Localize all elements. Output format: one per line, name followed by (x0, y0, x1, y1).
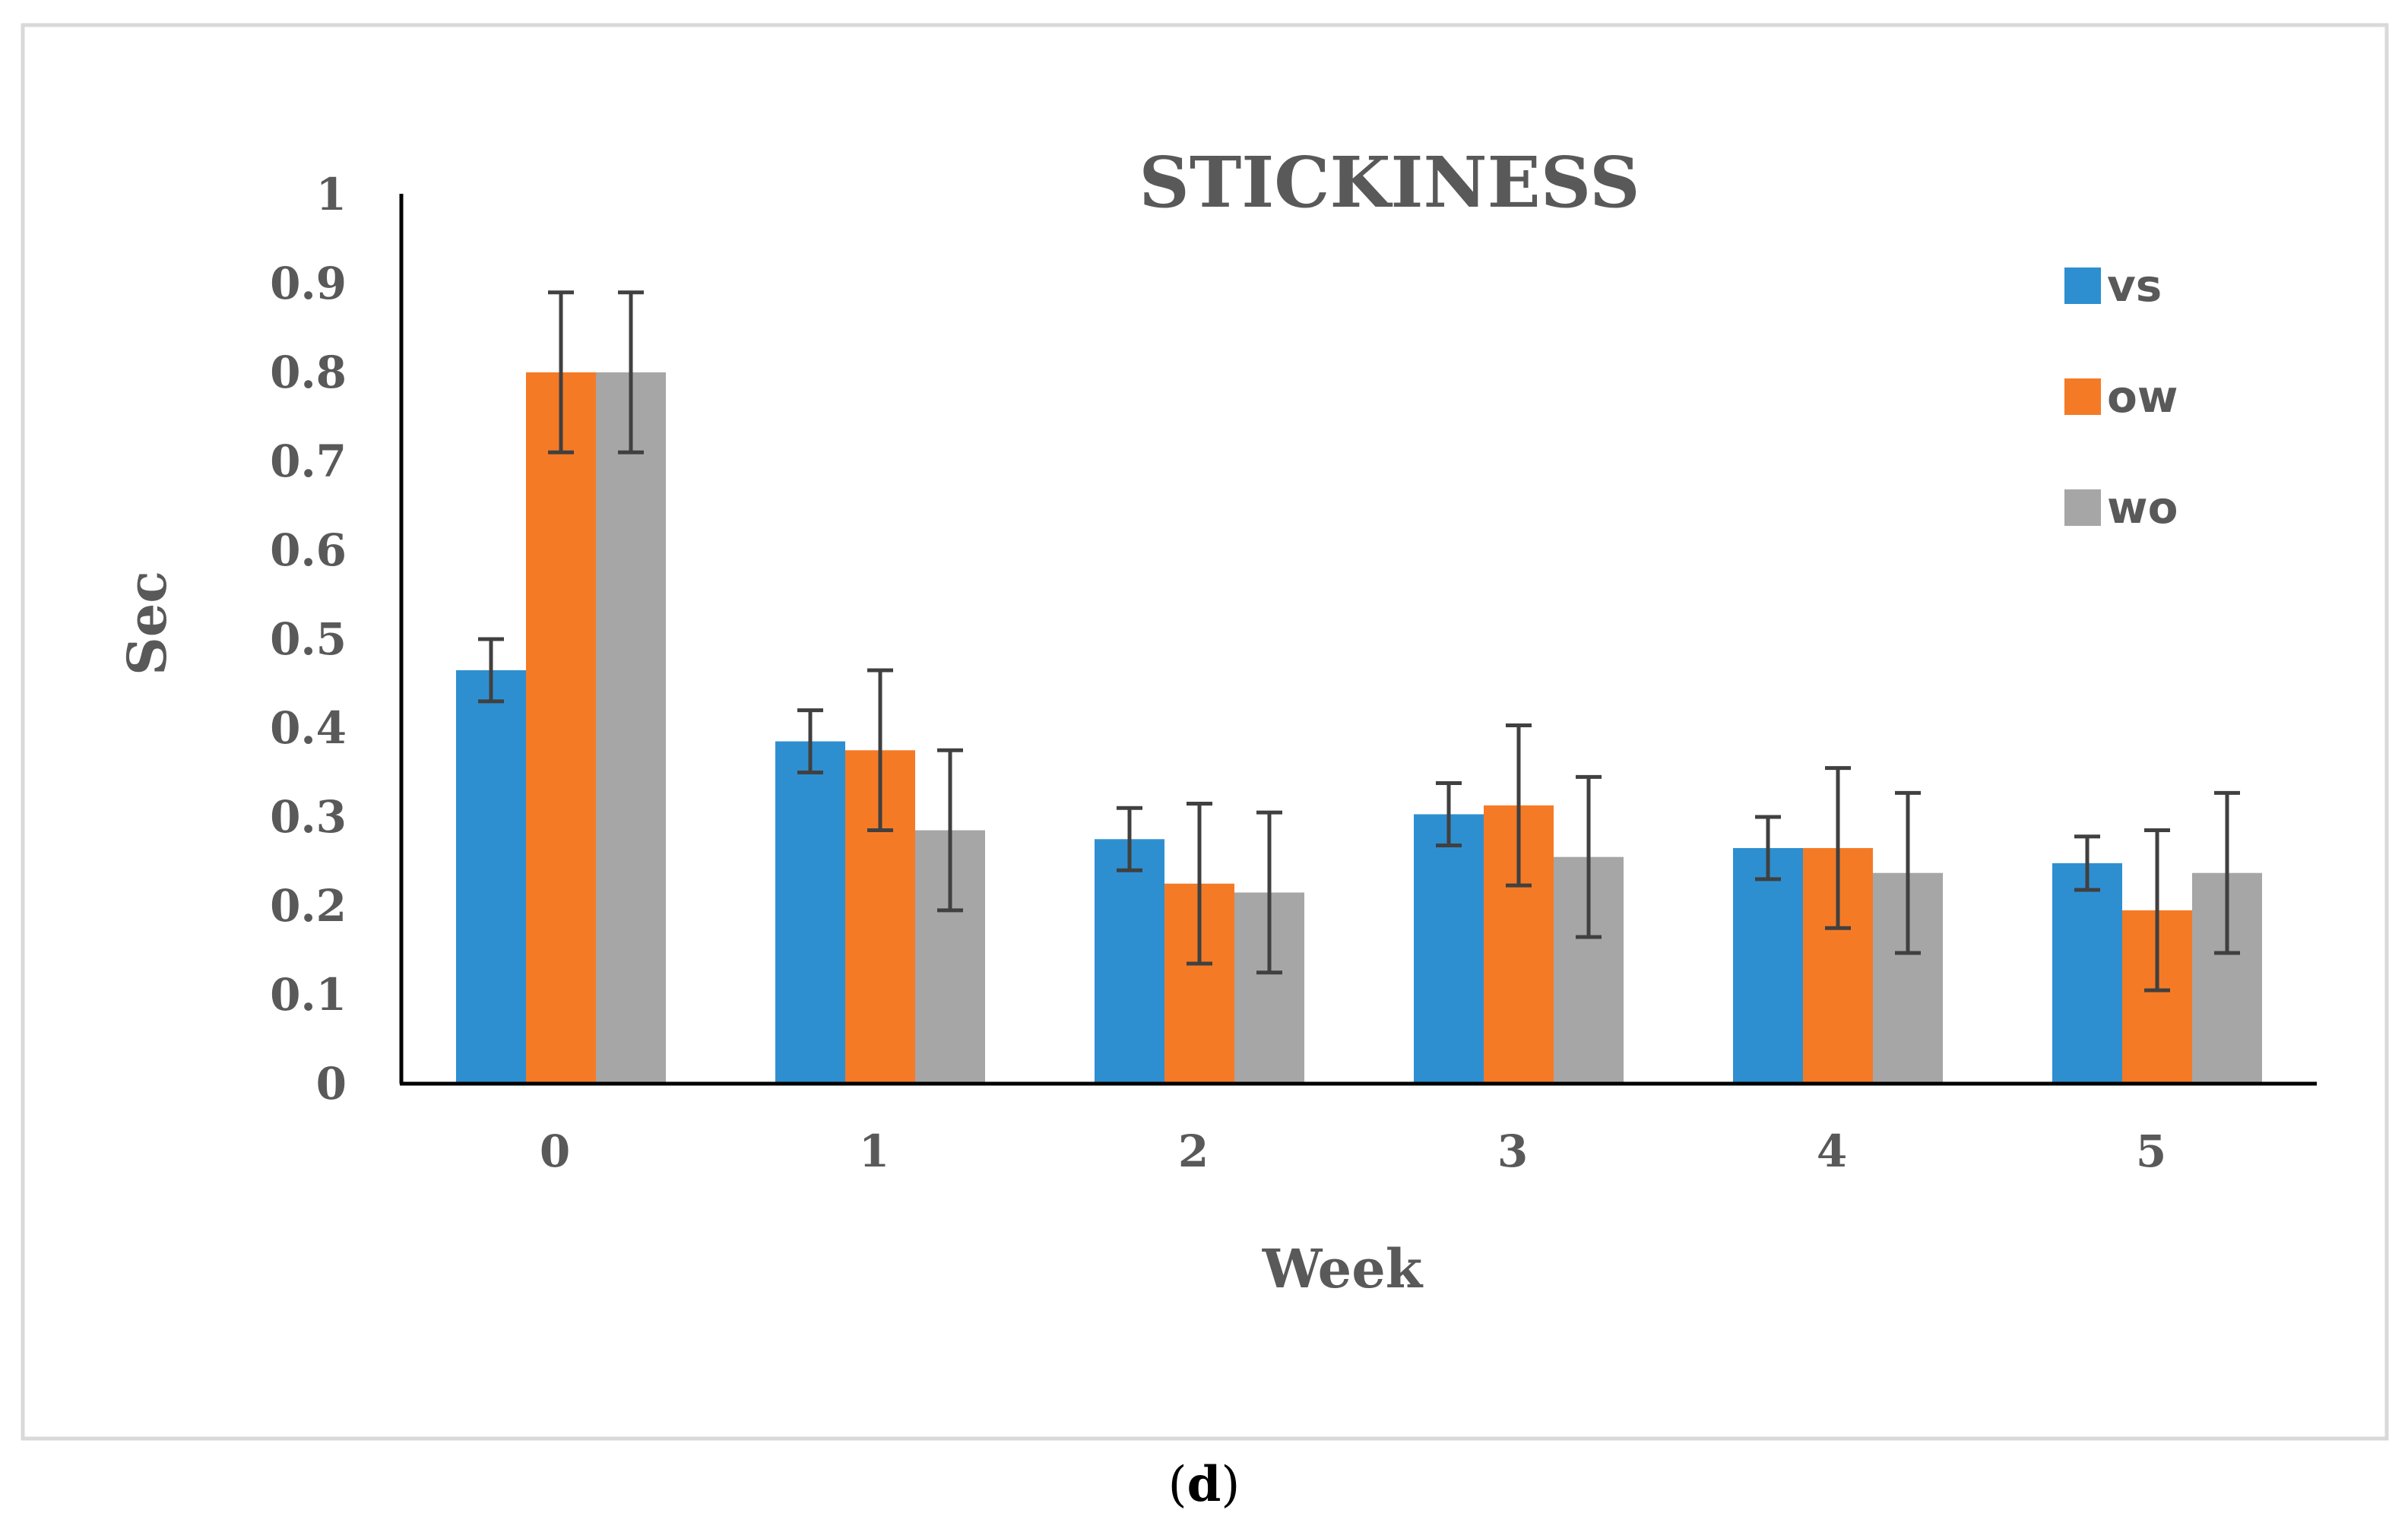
error-bar-vs-week-3 (1436, 781, 1462, 847)
caption-letter: d (1187, 1456, 1221, 1513)
error-bar-wo-week-1 (937, 748, 963, 913)
bar-vs-week-3 (1414, 814, 1484, 1084)
y-tick-label: 0.2 (270, 880, 347, 932)
legend-label-wo: wo (2107, 482, 2178, 533)
error-bar-wo-week-3 (1576, 774, 1602, 939)
error-bar-wo-week-5 (2214, 790, 2240, 955)
error-bar-vs-week-2 (1117, 806, 1142, 872)
legend-label-ow: ow (2107, 371, 2178, 423)
error-bar-ow-week-1 (867, 668, 893, 833)
error-bar-ow-week-5 (2144, 828, 2170, 992)
legend-item-ow: ow (2064, 371, 2178, 423)
figure-caption: (d) (1168, 1456, 1240, 1513)
bar-vs-week-4 (1733, 847, 1803, 1084)
error-bar-vs-week-4 (1755, 815, 1781, 882)
error-bar-ow-week-3 (1506, 723, 1532, 888)
y-tick-label: 1 (316, 169, 347, 220)
y-axis-title: Sec (116, 571, 179, 676)
error-bar-vs-week-0 (478, 637, 504, 704)
legend-swatch-wo (2064, 489, 2101, 526)
y-tick-label: 0.8 (270, 347, 347, 398)
y-tick-label: 0 (316, 1058, 347, 1110)
bar-vs-week-5 (2052, 863, 2122, 1084)
y-tick-label: 0.9 (270, 258, 347, 309)
y-tick-label: 0.7 (270, 435, 347, 487)
y-tick-label: 0.4 (270, 702, 347, 754)
caption-open: ( (1168, 1457, 1187, 1513)
legend-item-wo: wo (2064, 482, 2178, 533)
chart-title: STICKINESS (1139, 141, 1640, 223)
error-bar-wo-week-2 (1256, 810, 1282, 975)
bar-vs-week-1 (775, 741, 845, 1084)
legend-item-vs: vs (2064, 260, 2162, 312)
x-axis-title: Week (1262, 1237, 1424, 1300)
legend-label-vs: vs (2107, 260, 2162, 312)
bar-ow-week-0 (526, 372, 596, 1084)
legend: vs ow wo (2064, 260, 2178, 533)
error-bar-vs-week-5 (2074, 834, 2100, 892)
y-tick-labels: 0 0.1 0.2 0.3 0.4 0.5 0.6 0.7 0.8 0.9 1 (270, 169, 347, 1110)
error-bar-ow-week-2 (1187, 801, 1212, 966)
x-tick-label: 3 (1497, 1125, 1528, 1177)
bars-layer (456, 372, 2262, 1084)
error-bar-wo-week-0 (618, 290, 644, 454)
error-bar-wo-week-4 (1895, 790, 1921, 955)
error-bar-vs-week-1 (797, 708, 823, 774)
error-bars-layer (478, 290, 2240, 992)
y-tick-label: 0.5 (270, 613, 347, 665)
y-tick-label: 0.1 (270, 969, 347, 1021)
x-tick-label: 0 (540, 1125, 570, 1177)
y-tick-label: 0.6 (270, 524, 347, 576)
legend-swatch-ow (2064, 378, 2101, 415)
error-bar-ow-week-4 (1825, 766, 1851, 930)
x-tick-labels: 0 1 2 3 4 5 (540, 1125, 2166, 1177)
x-tick-label: 2 (1178, 1125, 1209, 1177)
x-tick-label: 1 (859, 1125, 889, 1177)
bar-vs-week-0 (456, 670, 526, 1084)
chart-frame (21, 23, 2389, 1441)
x-tick-label: 4 (1817, 1125, 1847, 1177)
legend-swatch-vs (2064, 267, 2101, 304)
bar-wo-week-0 (596, 372, 666, 1084)
x-tick-label: 5 (2136, 1125, 2166, 1177)
y-tick-label: 0.3 (270, 791, 347, 843)
caption-close: ) (1221, 1457, 1240, 1513)
error-bar-ow-week-0 (548, 290, 574, 454)
bar-vs-week-2 (1095, 839, 1164, 1084)
